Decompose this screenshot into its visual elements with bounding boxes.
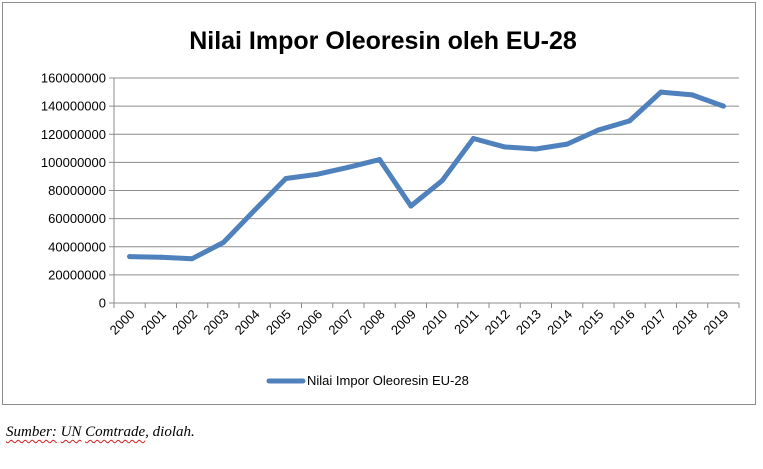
chart-title: Nilai Impor Oleoresin oleh EU-28 [189,27,577,55]
source-note: Sumber: UN Comtrade, diolah. [6,424,195,441]
source-comtrade: Comtrade [85,424,146,440]
series-line [127,89,726,262]
x-tick-label: 2005 [263,307,294,338]
x-tick-label: 2014 [544,307,575,338]
x-tick-label: 2001 [138,307,169,338]
data-point [252,207,258,213]
series-lines [127,89,726,262]
axes [113,78,740,308]
x-tick-label: 2008 [357,307,388,338]
data-point [189,256,195,262]
data-point [314,171,320,177]
data-point [127,254,133,260]
x-tick-label: 2019 [700,307,731,338]
line-chart: Nilai Impor Oleoresin oleh EU-28 0 200000… [41,27,740,388]
x-tick-label: 2002 [169,307,200,338]
data-point [377,157,383,163]
data-point [220,240,226,246]
x-tick-label: 2012 [482,307,513,338]
source-rest: , diolah. [145,424,195,440]
source-un: UN [60,424,82,440]
y-tick-label: 100000000 [41,155,106,170]
data-point [158,254,164,260]
data-point [595,127,601,133]
x-tick-label: 2004 [232,307,263,338]
x-tick-label: 2007 [325,307,356,338]
x-tick-label: 2016 [607,307,638,338]
data-point [564,141,570,147]
x-tick-label: 2000 [107,307,138,338]
data-point [408,203,414,209]
chart-frame: Nilai Impor Oleoresin oleh EU-28 0 200000… [2,2,756,405]
x-tick-label: 2018 [669,307,700,338]
data-point [627,118,633,124]
y-tick-label: 20000000 [48,267,106,282]
x-tick-label: 2003 [200,307,231,338]
data-point [502,144,508,150]
x-tick-label: 2009 [388,307,419,338]
gridlines [109,77,739,304]
y-tick-labels: 0 20000000 40000000 60000000 80000000 1000000… [41,71,106,311]
data-point [470,135,476,141]
data-point [345,164,351,170]
y-tick-label: 160000000 [41,71,106,86]
x-tick-label: 2017 [638,307,669,338]
x-tick-labels: 2000 2001 2002 2003 2004 2005 2006 2007 2008 2009… [107,307,732,338]
data-point [658,89,664,95]
x-tick-label: 2010 [419,307,450,338]
y-tick-label: 0 [99,296,106,311]
source-label: Sumber: [6,424,57,440]
data-point [689,92,695,98]
y-tick-label: 120000000 [41,127,106,142]
data-point [439,178,445,184]
data-point [283,176,289,182]
data-point [533,146,539,152]
y-tick-label: 80000000 [48,183,106,198]
legend: Nilai Impor Oleoresin EU-28 [266,373,469,388]
y-tick-label: 40000000 [48,239,106,254]
data-point [720,103,726,109]
x-tick-label: 2011 [451,307,481,337]
legend-label: Nilai Impor Oleoresin EU-28 [307,373,469,388]
x-tick-label: 2015 [575,307,606,338]
x-tick-label: 2006 [294,307,325,338]
y-tick-label: 140000000 [41,99,106,114]
y-tick-label: 60000000 [48,211,106,226]
x-tick-label: 2013 [513,307,544,338]
